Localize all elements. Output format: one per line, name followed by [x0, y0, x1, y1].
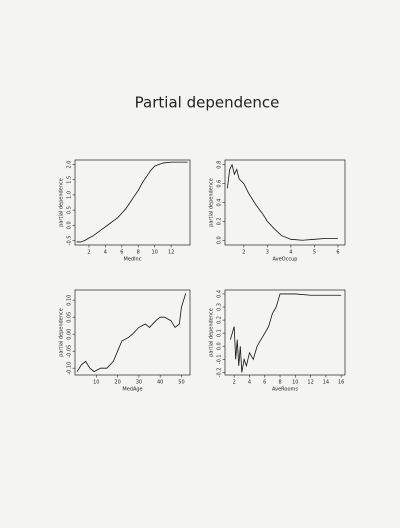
plot-frame — [74, 289, 191, 376]
y-tick-label: 0.0 — [217, 236, 223, 244]
y-tick-label: 0.10 — [67, 295, 73, 306]
x-tick-label: 50 — [178, 380, 184, 386]
x-tick-label: 8 — [137, 250, 140, 256]
x-tick-label: 6 — [263, 380, 266, 386]
x-tick-label: 20 — [114, 380, 120, 386]
plot-frame — [74, 159, 191, 246]
y-axis-label: partial dependence — [59, 308, 65, 357]
x-tick-label: 2 — [87, 250, 90, 256]
y-tick-label: 1.5 — [67, 176, 73, 184]
x-tick-label: 2 — [233, 380, 236, 386]
x-axis-label: MedInc — [124, 257, 142, 263]
y-tick-label: -0.1 — [217, 354, 223, 364]
y-tick-label: 0.5 — [67, 206, 73, 214]
x-tick-label: 4 — [248, 380, 251, 386]
y-tick-label: 0.0 — [67, 221, 73, 229]
y-tick-label: 0.8 — [217, 161, 223, 169]
y-tick-label: 2.0 — [67, 161, 73, 169]
x-tick-label: 4 — [104, 250, 107, 256]
x-tick-label: 8 — [278, 380, 281, 386]
curve — [226, 163, 338, 241]
x-axis-label: AveOccup — [273, 257, 298, 263]
y-axis-label: partial dependence — [59, 178, 65, 227]
y-tick-label: -0.5 — [67, 236, 73, 246]
x-tick-label: 6 — [120, 250, 123, 256]
x-tick-label: 5 — [313, 250, 316, 256]
y-tick-label: -0.10 — [67, 362, 73, 375]
y-tick-label: 0.05 — [67, 312, 73, 323]
y-tick-label: 0.3 — [217, 303, 223, 311]
y-tick-label: 1.0 — [67, 191, 73, 199]
x-tick-label: 4 — [289, 250, 292, 256]
x-tick-label: 14 — [323, 380, 329, 386]
y-tick-label: 0.4 — [217, 199, 223, 207]
plot-frame — [224, 289, 346, 376]
y-tick-label: -0.05 — [67, 345, 73, 358]
y-axis-label: partial dependence — [209, 308, 215, 357]
x-tick-label: 6 — [336, 250, 339, 256]
y-tick-label: 0.4 — [217, 290, 223, 298]
x-tick-label: 10 — [292, 380, 298, 386]
y-tick-label: 0.1 — [217, 329, 223, 337]
x-tick-label: 16 — [338, 380, 344, 386]
x-tick-label: 12 — [307, 380, 313, 386]
y-tick-label: 0.2 — [217, 316, 223, 324]
x-tick-label: 40 — [157, 380, 163, 386]
y-tick-label: 0.6 — [217, 180, 223, 188]
page-title: Partial dependence — [135, 94, 280, 112]
y-tick-label: 0.2 — [217, 217, 223, 225]
x-tick-label: 2 — [242, 250, 245, 256]
x-axis-label: MedAge — [122, 387, 142, 393]
curve — [76, 293, 187, 373]
x-tick-label: 10 — [93, 380, 99, 386]
curve — [229, 293, 342, 373]
y-tick-label: 0.00 — [67, 329, 73, 340]
x-tick-label: 10 — [151, 250, 157, 256]
y-tick-label: -0.2 — [217, 368, 223, 378]
x-axis-label: AveRooms — [272, 387, 298, 393]
x-tick-label: 12 — [168, 250, 174, 256]
curve — [76, 161, 188, 243]
y-tick-label: 0.0 — [217, 342, 223, 350]
y-axis-label: partial dependence — [209, 178, 215, 227]
x-tick-label: 3 — [266, 250, 269, 256]
x-tick-label: 30 — [136, 380, 142, 386]
